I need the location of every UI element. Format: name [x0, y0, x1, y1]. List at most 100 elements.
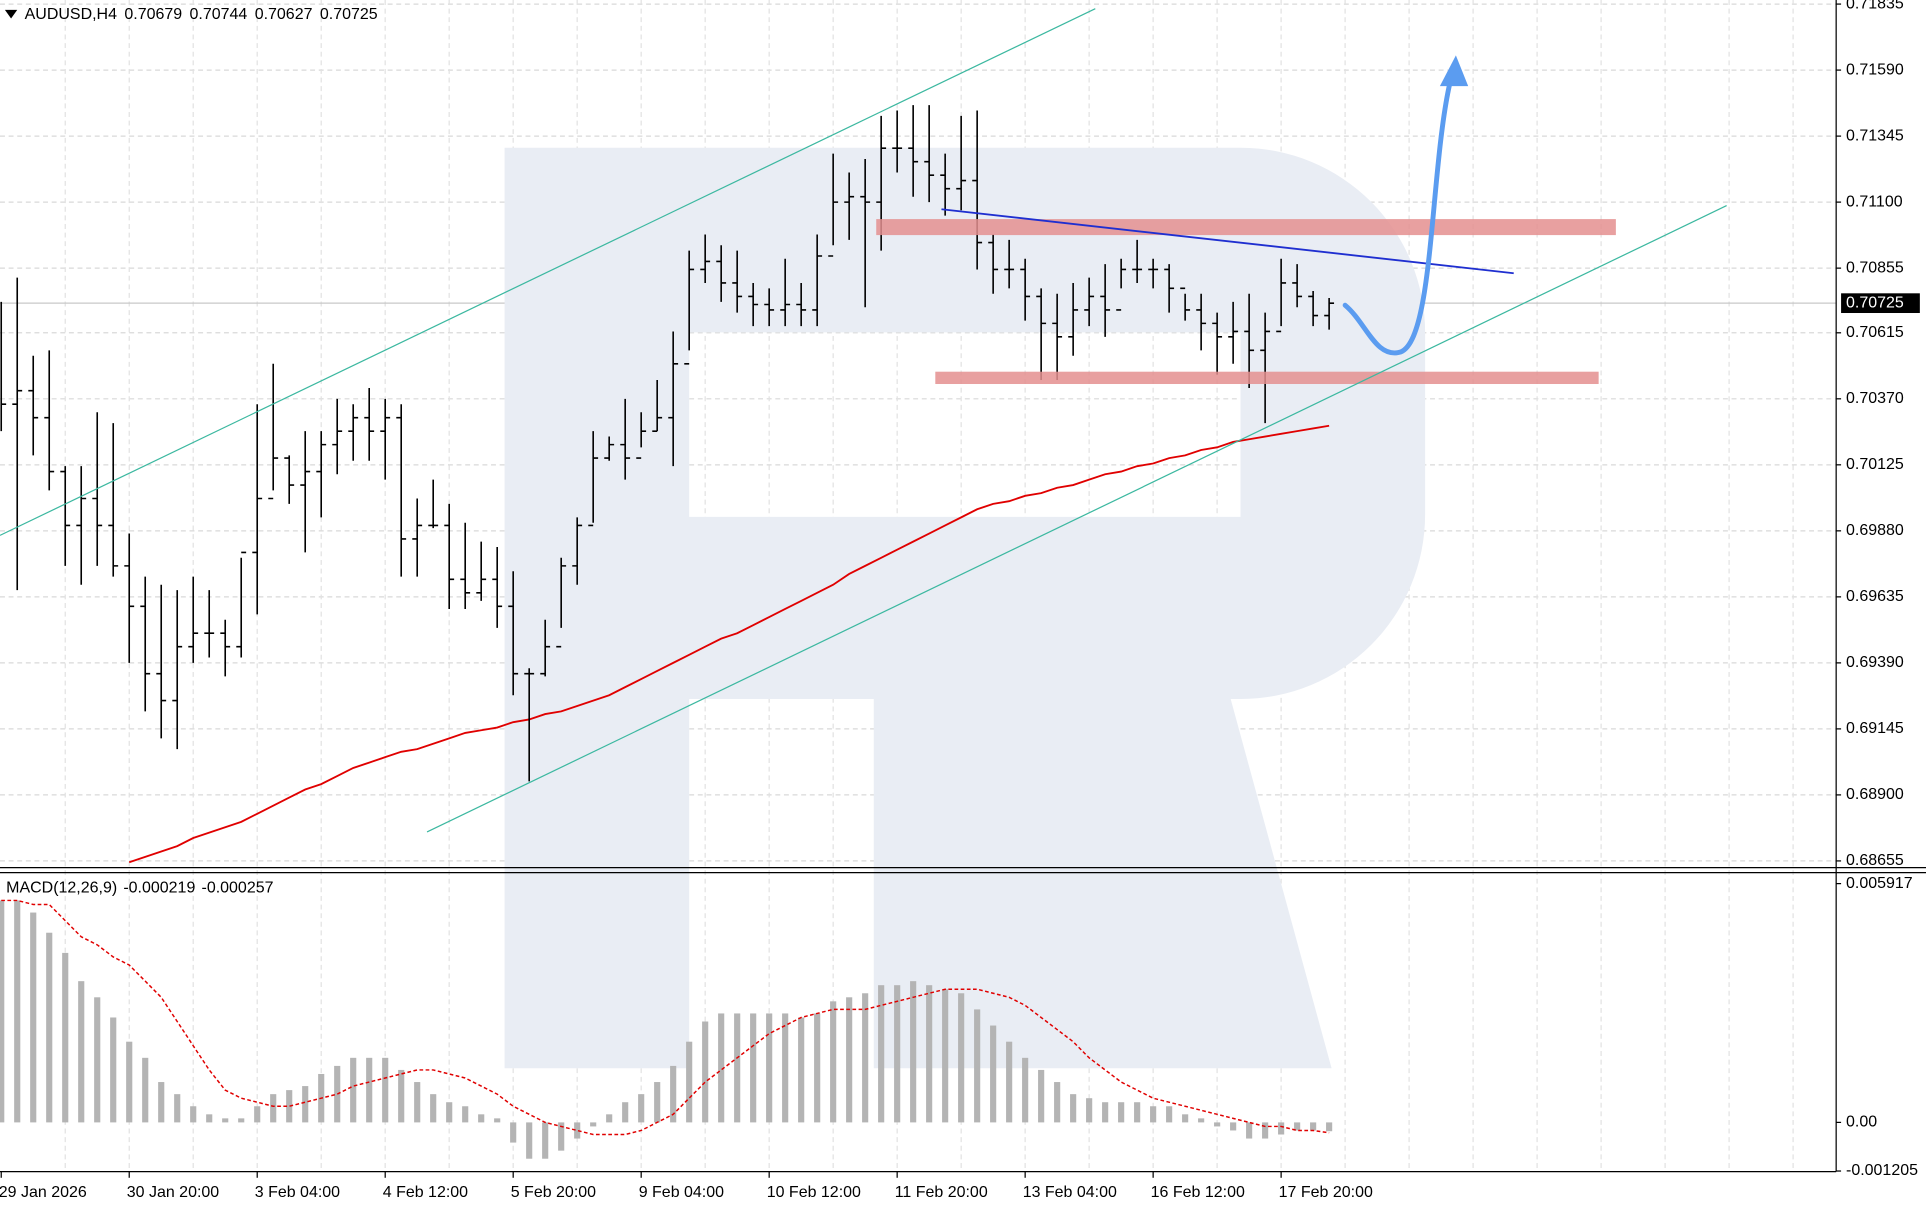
macd-bar	[862, 993, 869, 1123]
macd-bar	[654, 1082, 661, 1123]
ohlc-bar	[700, 234, 711, 283]
x-tick-label: 29 Jan 2026	[0, 1184, 87, 1201]
macd-bar	[670, 1065, 677, 1123]
macd-bar	[414, 1082, 421, 1123]
macd-bar	[254, 1106, 261, 1123]
ohlc-bar	[236, 551, 247, 658]
ohlc-bar	[1100, 264, 1111, 337]
macd-bar	[526, 1122, 533, 1159]
y-tick-label: 0.71100	[1846, 193, 1903, 210]
ohlc-bar	[156, 584, 167, 739]
ohlc-bar	[460, 522, 471, 609]
macd-header: MACD(12,26,9) -0.000219 -0.000257	[6, 880, 273, 897]
y-tick-label: 0.70855	[1846, 259, 1904, 276]
macd-bar	[382, 1057, 389, 1123]
ohlc-bar	[1276, 258, 1287, 333]
x-tick-label: 10 Feb 12:00	[767, 1184, 861, 1201]
ohlc-bar	[0, 301, 7, 432]
y-tick-label: 0.69880	[1846, 522, 1904, 539]
ohlc-bar	[684, 250, 695, 365]
ohlc-bar	[396, 404, 407, 577]
ohlc-bar	[668, 331, 679, 467]
ohlc-bar	[412, 498, 423, 577]
ohlc-bar	[572, 517, 583, 585]
macd-title: MACD(12,26,9)	[6, 880, 117, 897]
ohlc-bar	[1084, 277, 1095, 327]
macd-bar	[766, 1013, 773, 1123]
ohlc-bar	[1036, 288, 1047, 380]
macd-bar	[1214, 1122, 1221, 1127]
macd-bar	[142, 1057, 149, 1123]
macd-bar	[830, 1001, 837, 1123]
macd-bar	[1294, 1122, 1301, 1131]
y-tick-label: 0.69390	[1846, 654, 1904, 671]
macd-bar	[350, 1057, 357, 1123]
macd-bar	[894, 985, 901, 1123]
ohlc-bar	[1212, 312, 1223, 375]
ohlc-bar	[620, 398, 631, 480]
ohlc-bar	[492, 547, 503, 628]
ohlc-bar	[204, 590, 215, 658]
macd-bar	[1198, 1118, 1205, 1123]
ohlc-bar	[252, 404, 263, 615]
macd-bar	[1310, 1122, 1317, 1131]
ohlc-bar	[988, 234, 999, 294]
macd-bar	[1182, 1114, 1189, 1123]
channel-upper	[0, 8, 1096, 536]
ohlc-bar	[1180, 287, 1191, 321]
macd-bar	[910, 981, 917, 1123]
close-value: 0.70725	[320, 6, 378, 23]
ohlc-bar	[1324, 298, 1335, 330]
x-tick-label: 3 Feb 04:00	[255, 1184, 340, 1201]
watermark-logo	[504, 147, 1426, 1069]
ohlc-bar	[1132, 239, 1143, 283]
symbol-dropdown[interactable]	[4, 9, 18, 19]
macd-bar	[286, 1090, 293, 1123]
y-tick-label: 0.70370	[1846, 390, 1904, 407]
macd-bar	[270, 1094, 277, 1123]
macd-bar	[126, 1041, 133, 1123]
macd-bar	[1006, 1041, 1013, 1123]
macd-bar	[1022, 1057, 1029, 1123]
ohlc-bar	[540, 619, 551, 677]
ohlc-bar	[1004, 239, 1015, 289]
ohlc-bar	[284, 455, 295, 504]
macd-bar	[62, 952, 69, 1123]
macd-bar	[46, 932, 53, 1123]
macd-bar	[334, 1065, 341, 1123]
macd-bar	[1102, 1102, 1109, 1123]
macd-bar	[606, 1114, 613, 1123]
macd-bar	[622, 1102, 629, 1123]
ohlc-bar	[764, 288, 775, 327]
symbol: AUDUSD,H4	[25, 6, 117, 23]
macd-bar	[222, 1118, 229, 1123]
macd-bar	[590, 1122, 597, 1127]
y-tick-label: 0.71835	[1846, 0, 1904, 12]
ohlc-bar	[732, 250, 743, 313]
y-tick-label: 0.70615	[1846, 324, 1904, 341]
ohlc-bar	[332, 398, 343, 475]
ohlc-bar	[1308, 291, 1319, 327]
macd-bar	[542, 1122, 549, 1159]
ohlc-bar	[268, 363, 279, 500]
macd-bar	[958, 993, 965, 1123]
x-tick-label: 11 Feb 20:00	[895, 1184, 988, 1201]
y-tick-label: 0.69635	[1846, 588, 1904, 605]
plot-layer	[0, 105, 1335, 1159]
macd-bar	[814, 1013, 821, 1123]
macd-bar	[190, 1106, 197, 1123]
macd-bar	[494, 1118, 501, 1123]
forecast-arrow	[1342, 81, 1453, 356]
y-tick-label: 0.69145	[1846, 720, 1904, 737]
ohlc-bar	[44, 350, 55, 491]
macd-bar	[718, 1013, 725, 1123]
chart-header: AUDUSD,H4 0.70679 0.70744 0.70627 0.70725	[25, 6, 378, 23]
x-tick-label: 5 Feb 20:00	[511, 1184, 596, 1201]
ohlc-bar	[924, 105, 935, 203]
macd-bar	[1038, 1069, 1045, 1123]
macd-bar	[78, 981, 85, 1123]
macd-bar	[1278, 1122, 1285, 1135]
ohlc-bar	[556, 557, 567, 648]
ohlc-bar	[476, 541, 487, 601]
macd-bar	[302, 1086, 309, 1123]
